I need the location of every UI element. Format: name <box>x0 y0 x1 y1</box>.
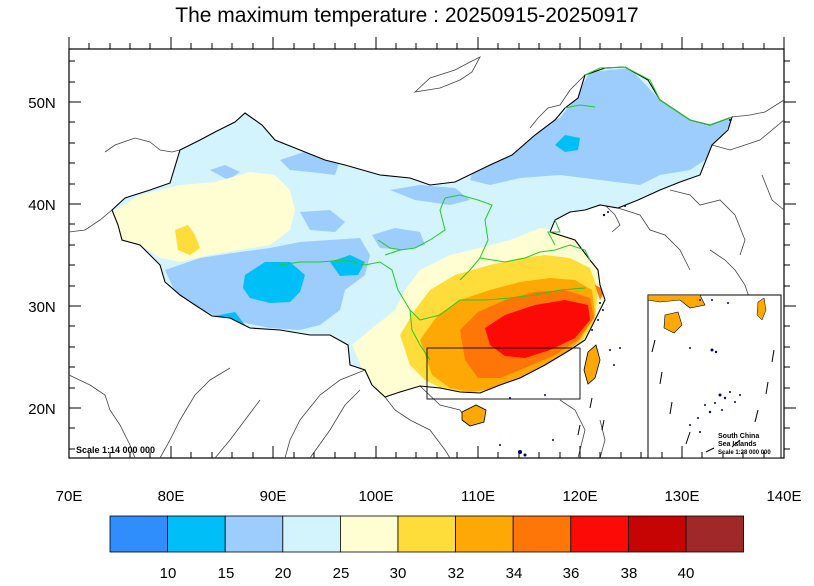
country-borders <box>68 56 785 459</box>
colorbar-swatch <box>455 515 514 553</box>
colorbar-swatch <box>570 515 629 553</box>
colorbar-swatch <box>224 515 284 553</box>
colorbar-label: 40 <box>678 565 695 582</box>
inset-title-line1: South China <box>718 433 759 440</box>
x-tick-label: 70E <box>56 488 83 505</box>
colorbar-swatch <box>167 515 226 553</box>
x-tick-label: 110E <box>461 488 495 505</box>
y-tick-labels: 50N 40N 30N 20N <box>28 95 56 418</box>
x-tick-labels: 70E 80E 90E 100E 110E 120E 130E 140E <box>56 488 802 505</box>
axis-ticks <box>68 37 796 458</box>
x-tick-label: 80E <box>158 488 185 505</box>
internal-borders <box>279 66 733 361</box>
coastal-islands <box>499 119 731 457</box>
hainan-island <box>461 404 487 427</box>
colorbar-label: 25 <box>333 565 350 582</box>
x-tick-label: 100E <box>358 488 393 505</box>
colorbar-swatch <box>512 515 572 553</box>
y-tick-label: 50N <box>28 95 56 112</box>
colorbar-label: 38 <box>621 565 638 582</box>
colorbar-label: 20 <box>275 565 292 582</box>
colorbar-label: 32 <box>448 565 465 582</box>
y-tick-label: 40N <box>28 197 56 214</box>
x-tick-label: 140E <box>766 488 801 505</box>
colorbar-label: 36 <box>563 565 580 582</box>
x-tick-label: 130E <box>664 488 699 505</box>
colorbar: 10 15 20 25 30 32 34 36 38 40 <box>109 515 744 582</box>
y-tick-label: 20N <box>28 401 56 418</box>
inset-title-line2: Sea Islands <box>718 441 757 448</box>
colorbar-label: 15 <box>218 565 235 582</box>
colorbar-label: 34 <box>506 565 523 582</box>
x-tick-label: 90E <box>260 488 287 505</box>
colorbar-swatch <box>397 515 456 553</box>
colorbar-swatch <box>109 515 168 553</box>
colorbar-label: 10 <box>160 565 177 582</box>
y-tick-label: 30N <box>28 299 56 316</box>
colorbar-label: 30 <box>390 565 407 582</box>
inset-scale: Scale 1:28 000 000 <box>718 450 771 456</box>
inset-region-box <box>426 347 581 400</box>
colorbar-swatch <box>339 515 399 553</box>
inset-map: South China Sea Islands Scale 1:28 000 0… <box>647 294 782 459</box>
colorbar-swatch <box>282 515 341 553</box>
colorbar-swatch <box>685 515 744 553</box>
colorbar-swatch <box>628 515 687 553</box>
china-border <box>111 66 733 398</box>
x-tick-label: 120E <box>562 488 597 505</box>
nine-dash-line <box>577 397 605 436</box>
taiwan-island <box>583 344 601 385</box>
main-scale-label: Scale 1:14 000 000 <box>76 445 155 455</box>
map-title: The maximum temperature : 20250915-20250… <box>175 4 639 27</box>
